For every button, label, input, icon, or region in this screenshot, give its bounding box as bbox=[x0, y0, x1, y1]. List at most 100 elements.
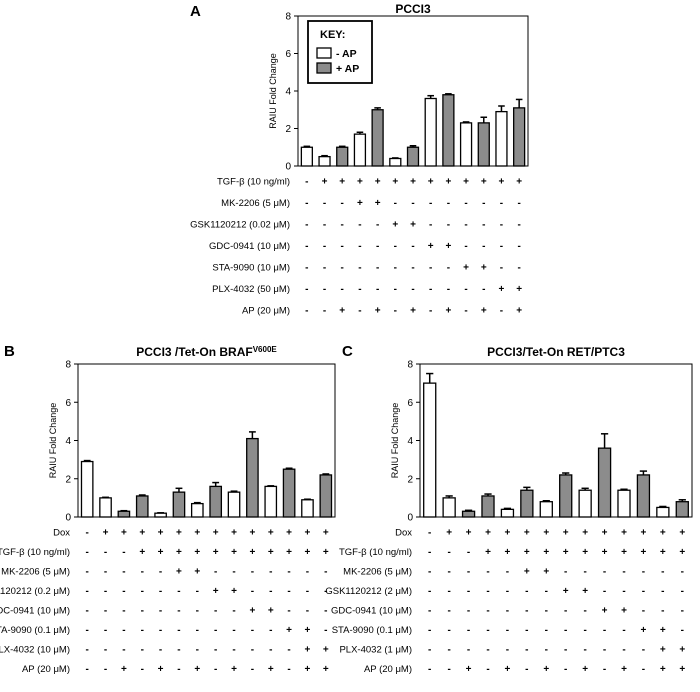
condition-sign: + bbox=[602, 528, 608, 539]
condition-sign: - bbox=[122, 586, 125, 597]
y-tick-label: 8 bbox=[285, 12, 291, 23]
condition-sign: - bbox=[305, 241, 308, 252]
condition-sign: - bbox=[196, 586, 199, 597]
condition-sign: - bbox=[429, 198, 432, 209]
condition-sign: - bbox=[467, 567, 470, 578]
condition-sign: - bbox=[104, 547, 107, 558]
bar bbox=[520, 489, 534, 518]
bar bbox=[135, 495, 149, 518]
condition-sign: - bbox=[86, 664, 89, 675]
condition-sign: - bbox=[447, 547, 450, 558]
condition-sign: + bbox=[463, 177, 469, 188]
condition-sign: + bbox=[499, 284, 505, 295]
condition-sign: + bbox=[524, 528, 530, 539]
condition-sign: - bbox=[177, 664, 180, 675]
condition-sign: - bbox=[141, 645, 144, 656]
condition-sign: + bbox=[543, 567, 549, 578]
condition-sign: - bbox=[214, 664, 217, 675]
condition-sign: - bbox=[622, 586, 625, 597]
condition-sign: - bbox=[486, 645, 489, 656]
condition-sign: - bbox=[324, 606, 327, 617]
condition-sign: - bbox=[603, 664, 606, 675]
condition-sign: - bbox=[232, 567, 235, 578]
y-axis-label: RAIU Fold Change bbox=[48, 403, 58, 479]
condition-sign: - bbox=[341, 284, 344, 295]
bar bbox=[675, 501, 689, 518]
condition-sign: - bbox=[681, 625, 684, 636]
condition-sign: - bbox=[122, 606, 125, 617]
condition-sign: - bbox=[464, 198, 467, 209]
condition-sign: - bbox=[86, 528, 89, 539]
condition-sign: - bbox=[86, 586, 89, 597]
condition-label: PLX-4032 (50 μM) bbox=[212, 284, 290, 295]
condition-sign: - bbox=[159, 606, 162, 617]
bar bbox=[282, 468, 296, 518]
condition-sign: - bbox=[525, 664, 528, 675]
condition-sign: - bbox=[394, 198, 397, 209]
condition-label: Dox bbox=[395, 528, 412, 539]
condition-sign: - bbox=[122, 625, 125, 636]
condition-sign: + bbox=[392, 177, 398, 188]
panel-letter: B bbox=[4, 343, 15, 360]
condition-label: TGF-β (10 ng/ml) bbox=[339, 547, 412, 558]
condition-sign: - bbox=[214, 625, 217, 636]
condition-sign: + bbox=[563, 528, 569, 539]
chart-title-main: PCCI3/Tet-On RET/PTC3 bbox=[487, 345, 625, 359]
condition-sign: - bbox=[141, 586, 144, 597]
condition-sign: - bbox=[622, 645, 625, 656]
condition-sign: - bbox=[482, 220, 485, 231]
condition-sign: + bbox=[621, 547, 627, 558]
y-axis-label: RAIU Fold Change bbox=[390, 403, 400, 479]
condition-sign: - bbox=[287, 664, 290, 675]
legend: KEY: - AP + AP bbox=[307, 20, 373, 84]
bar bbox=[371, 109, 384, 167]
condition-label: MK-2206 (5 μM) bbox=[221, 198, 290, 209]
condition-sign: - bbox=[447, 664, 450, 675]
condition-sign: - bbox=[447, 625, 450, 636]
condition-sign: + bbox=[485, 528, 491, 539]
condition-sign: + bbox=[176, 567, 182, 578]
condition-sign: - bbox=[196, 645, 199, 656]
condition-sign: - bbox=[269, 586, 272, 597]
condition-sign: + bbox=[505, 664, 511, 675]
condition-label: GSK1120212 (0.2 μM) bbox=[0, 586, 70, 597]
condition-sign: + bbox=[445, 306, 451, 317]
bar bbox=[154, 512, 167, 518]
condition-sign: + bbox=[231, 547, 237, 558]
condition-sign: + bbox=[505, 528, 511, 539]
condition-sign: + bbox=[231, 664, 237, 675]
bar bbox=[559, 474, 573, 518]
condition-sign: - bbox=[661, 606, 664, 617]
condition-sign: - bbox=[394, 263, 397, 274]
condition-sign: - bbox=[177, 625, 180, 636]
condition-sign: + bbox=[231, 586, 237, 597]
condition-sign: + bbox=[213, 586, 219, 597]
condition-sign: + bbox=[176, 528, 182, 539]
condition-sign: - bbox=[681, 586, 684, 597]
condition-label: GSK1120212 (0.02 μM) bbox=[190, 220, 290, 231]
condition-sign: - bbox=[429, 220, 432, 231]
bar bbox=[597, 447, 612, 518]
panel-c: C PCCI3/Tet-On RET/PTC3 0 2 4 6 8 RAIU Fold Cha… bbox=[325, 343, 693, 675]
condition-label: MK-2206 (5 μM) bbox=[1, 567, 70, 578]
bar bbox=[318, 155, 331, 167]
condition-sign: - bbox=[232, 606, 235, 617]
bar bbox=[80, 460, 94, 518]
condition-sign: + bbox=[543, 528, 549, 539]
condition-sign: + bbox=[176, 547, 182, 558]
bar bbox=[442, 94, 455, 167]
condition-sign: - bbox=[86, 606, 89, 617]
condition-sign: - bbox=[122, 567, 125, 578]
bar bbox=[300, 146, 313, 167]
condition-sign: + bbox=[582, 547, 588, 558]
condition-label: GDC-0941 (10 μM) bbox=[331, 606, 412, 617]
condition-sign: - bbox=[564, 625, 567, 636]
condition-sign: - bbox=[447, 586, 450, 597]
condition-sign: - bbox=[661, 586, 664, 597]
bar bbox=[459, 122, 473, 167]
condition-sign: - bbox=[482, 198, 485, 209]
bar bbox=[500, 508, 515, 518]
condition-sign: - bbox=[506, 606, 509, 617]
condition-sign: - bbox=[564, 606, 567, 617]
condition-sign: - bbox=[545, 606, 548, 617]
